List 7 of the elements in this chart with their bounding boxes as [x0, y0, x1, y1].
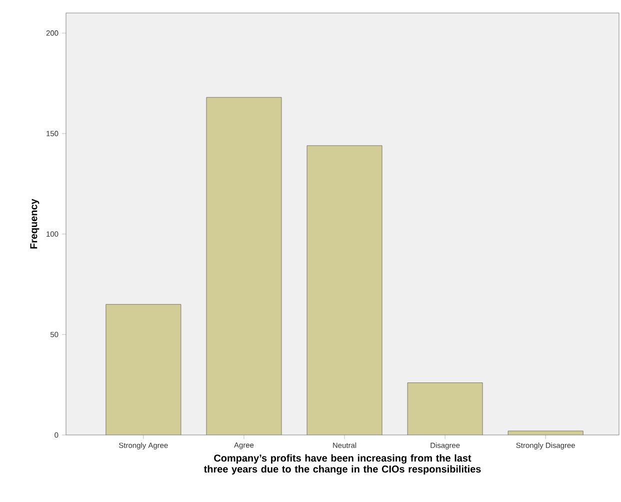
- bar: [306, 145, 382, 435]
- bar: [407, 382, 483, 435]
- x-axis-title: Company’s profits have been increasing from the last three years due to the change in the CIOs responsibilities: [204, 454, 481, 475]
- bar: [206, 97, 282, 435]
- y-axis-title: Frequency: [30, 198, 40, 249]
- bar: [508, 430, 584, 435]
- bar: [106, 304, 182, 435]
